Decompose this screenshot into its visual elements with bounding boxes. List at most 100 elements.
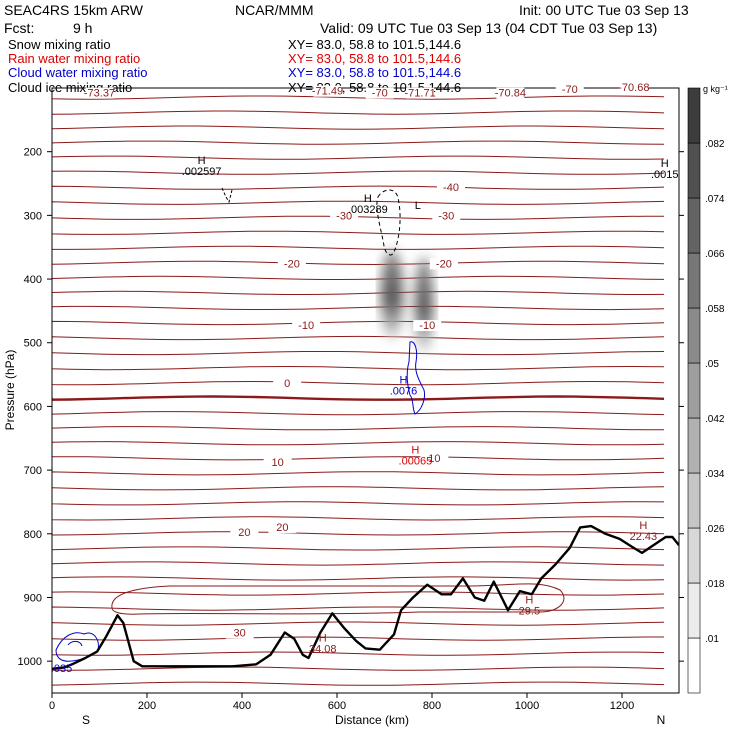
extremum-h-label: H: [400, 375, 408, 387]
isotherm-line: [52, 351, 665, 356]
y-tick-label: 900: [24, 592, 42, 604]
isotherm-line: [52, 185, 665, 190]
y-tick-label: 700: [24, 465, 42, 477]
colorbar-swatch: [687, 87, 701, 144]
isotherm-line: [52, 591, 665, 596]
terrain-line: [52, 524, 679, 670]
isotherm-label: -10: [419, 320, 435, 332]
isotherm-label: -10: [298, 320, 314, 332]
colorbar-swatch: [687, 472, 701, 529]
isotherm-label: 30: [234, 628, 246, 640]
isotherm-label: -30: [438, 211, 454, 223]
y-tick-label: 300: [24, 210, 42, 222]
x-axis: 0 200 400 600 800 1000 1200: [49, 693, 634, 712]
isotherm-line: [52, 230, 665, 235]
isotherm-line: [52, 380, 665, 386]
x-tick-label: 1200: [610, 700, 634, 712]
south-label: S: [82, 713, 90, 727]
isotherm-label-bg: [429, 258, 458, 270]
isotherm-label-bg: [496, 87, 525, 99]
x-tick-label: 0: [49, 700, 55, 712]
isotherm-label: -20: [284, 258, 300, 270]
isotherm-label-bg: [292, 320, 321, 332]
isotherm-label-bg: [277, 258, 306, 270]
colorbar-label: .082: [705, 139, 725, 150]
isotherm-label-bg: [437, 181, 465, 193]
extremum-h-label: H: [364, 193, 372, 205]
x-tick-label: 800: [423, 700, 441, 712]
isotherm-label: 20: [276, 522, 288, 534]
isotherm-line: [52, 110, 665, 115]
init-time: Init: 00 UTC Tue 03 Sep 13: [519, 2, 689, 18]
model-title: SEAC4RS 15km ARW: [4, 2, 144, 18]
isotherm-line: [52, 561, 665, 566]
colorbar-swatch: [687, 252, 701, 309]
extremum-h-label: H: [319, 633, 327, 645]
y-tick-label: 800: [24, 529, 42, 541]
field-label: Snow mixing ratio: [8, 37, 111, 52]
isotherm-label: -70: [562, 84, 578, 96]
y-tick-label: 400: [24, 274, 42, 286]
isotherm-lines: [52, 95, 665, 686]
extremum-h-label: H: [411, 445, 419, 457]
isotherm-label: -71.49: [312, 86, 343, 98]
cloud-water-low: [55, 632, 99, 662]
isotherm-line: [111, 583, 565, 615]
x-axis-title: Distance (km): [335, 713, 409, 727]
ice-contour-small: [221, 187, 233, 204]
extra-label: L: [415, 200, 421, 212]
snow-core-left: [381, 250, 403, 340]
isotherm-label-bg: [85, 87, 114, 99]
isotherm-line: [52, 441, 665, 446]
forecast-label: Fcst:: [4, 20, 34, 36]
snow-shading: [381, 250, 433, 353]
x-tick-label: 200: [138, 700, 156, 712]
colorbar: g kg⁻¹ .01 .018 .026 .034 .042 .05 .058 .066 .07…: [687, 84, 728, 694]
isotherm-label: -70.68: [618, 82, 649, 94]
isotherm-line: [52, 606, 665, 611]
field-xy: XY= 83.0, 58.8 to 101.5,144.6: [288, 37, 461, 52]
field-rain: Rain water mixing ratio XY= 83.0, 58.8 t…: [8, 51, 461, 66]
y-tick-label: 600: [24, 401, 42, 413]
snow-core-right: [415, 257, 433, 353]
isotherm-line: [52, 501, 665, 506]
isotherm-label: 20: [238, 527, 250, 539]
isotherm-line: [52, 305, 665, 311]
isotherm-line: [52, 335, 665, 341]
field-cloud-water: Cloud water mixing ratio XY= 83.0, 58.8 …: [8, 65, 461, 80]
y-axis-title: Pressure (hPa): [3, 350, 17, 431]
isotherm-label: 10: [428, 453, 440, 465]
cloud-water-line: [406, 341, 425, 415]
isotherm-label-bg: [619, 81, 648, 93]
colorbar-swatch: [687, 637, 701, 694]
colorbar-swatch: [687, 362, 701, 419]
isotherm-line: [52, 275, 665, 280]
isotherm-label: -70.84: [495, 88, 526, 100]
field-snow: Snow mixing ratio XY= 83.0, 58.8 to 101.…: [8, 37, 461, 52]
isotherm-line: [52, 471, 665, 476]
valid-time: Valid: 09 UTC Tue 03 Sep 13 (04 CDT Tue …: [320, 20, 657, 36]
field-xy: XY= 83.0, 58.8 to 101.5,144.6: [288, 51, 461, 66]
colorbar-label: .018: [705, 579, 725, 590]
colorbar-label: .042: [705, 414, 725, 425]
isotherm-label-bg: [432, 210, 461, 222]
x-tick-label: 400: [233, 700, 251, 712]
y-tick-label: 500: [24, 338, 42, 350]
colorbar-label: .058: [705, 304, 725, 315]
isotherm-label-bg: [225, 627, 254, 639]
colorbar-label: .05: [705, 359, 719, 370]
colorbar-label: .066: [705, 249, 725, 260]
y-tick-label: 1000: [18, 656, 42, 668]
isotherm-line: [52, 125, 665, 130]
colorbar-unit: g kg⁻¹: [703, 84, 728, 94]
extremum-h-label: H: [639, 520, 647, 532]
isotherm-label-bg: [330, 210, 359, 222]
colorbar-swatch: [687, 307, 701, 364]
isotherm-line: [52, 365, 665, 371]
isotherm-line: [52, 486, 665, 491]
field-label: Rain water mixing ratio: [8, 51, 140, 66]
isotherm-line: [52, 95, 665, 100]
isotherm-line: [52, 576, 665, 581]
colorbar-label: .026: [705, 524, 725, 535]
